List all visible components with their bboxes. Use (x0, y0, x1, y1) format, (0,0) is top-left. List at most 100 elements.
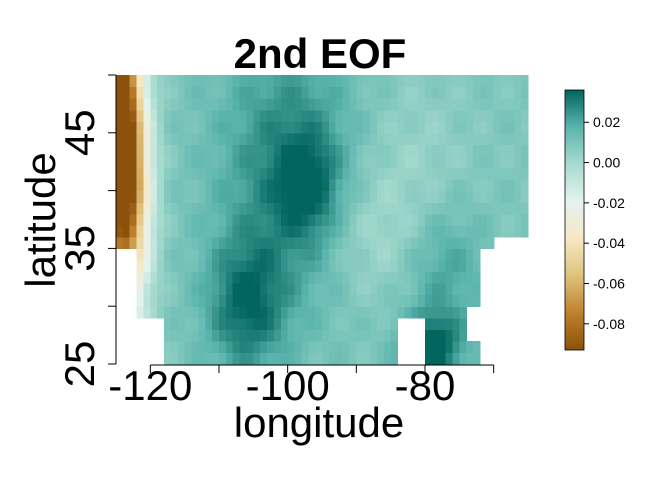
heatmap-cell (136, 167, 145, 180)
heatmap-cell (170, 109, 179, 122)
heatmap-cell (267, 329, 275, 342)
heatmap-cell (287, 306, 296, 319)
heatmap-cell (129, 75, 138, 88)
heatmap-cell (356, 86, 364, 99)
heatmap-cell (170, 167, 179, 180)
heatmap-cell (239, 248, 248, 261)
heatmap-cell (157, 294, 165, 307)
heatmap-cell (349, 109, 357, 122)
heatmap-cell (500, 75, 508, 88)
heatmap-cell (170, 259, 179, 273)
heatmap-cell (473, 132, 481, 145)
heatmap-cell (328, 155, 337, 169)
heatmap-cell (363, 132, 371, 145)
heatmap-cell (267, 109, 275, 122)
heatmap-cell (349, 213, 357, 226)
heatmap-cell (425, 259, 433, 273)
heatmap-cell (486, 155, 495, 169)
heatmap-cell (267, 271, 275, 284)
heatmap-cell (116, 190, 124, 203)
heatmap-cell (150, 109, 158, 122)
heatmap-cell (232, 306, 241, 319)
heatmap-cell (356, 155, 364, 169)
heatmap-cell (164, 271, 172, 284)
heatmap-cell (287, 121, 296, 134)
heatmap-cell (376, 340, 385, 354)
heatmap-cell (356, 317, 364, 330)
heatmap-cell (301, 86, 309, 99)
heatmap-cell (294, 98, 302, 111)
heatmap-cell (239, 75, 248, 88)
heatmap-cell (308, 155, 316, 169)
heatmap-cell (143, 121, 151, 134)
heatmap-cell (219, 248, 227, 261)
heatmap-cell (376, 294, 385, 307)
heatmap-cell (184, 317, 193, 330)
heatmap-cell (445, 340, 454, 354)
heatmap-cell (143, 190, 151, 203)
heatmap-cell (404, 190, 412, 203)
heatmap-cell (322, 283, 330, 296)
heatmap-cell (198, 340, 206, 354)
heatmap-cell (493, 109, 502, 122)
heatmap-cell (315, 340, 323, 354)
heatmap-cell (459, 144, 467, 157)
heatmap-cell (438, 98, 447, 111)
heatmap-cell (212, 121, 220, 134)
heatmap-cell (143, 248, 151, 261)
heatmap-cell (335, 167, 344, 180)
heatmap-cell (370, 236, 378, 249)
heatmap-cell (273, 306, 282, 319)
heatmap-cell (177, 213, 186, 226)
heatmap-cell (177, 179, 186, 192)
heatmap-cell (493, 179, 502, 192)
heatmap-cell (500, 109, 508, 122)
heatmap-cell (246, 213, 254, 226)
heatmap-cell (349, 121, 357, 134)
heatmap-cell (225, 155, 234, 169)
heatmap-cell (376, 75, 385, 88)
heatmap-cell (164, 329, 172, 342)
heatmap-cell (246, 283, 254, 296)
heatmap-cell (328, 213, 337, 226)
heatmap-cell (328, 86, 337, 99)
heatmap-cell (246, 190, 254, 203)
heatmap-cell (500, 155, 508, 169)
heatmap-cell (459, 271, 467, 284)
heatmap-cell (253, 236, 261, 249)
heatmap-cell (184, 190, 193, 203)
heatmap-cell (493, 167, 502, 180)
heatmap-cell (452, 236, 460, 249)
heatmap-cell (431, 202, 440, 215)
heatmap-cell (390, 225, 399, 238)
heatmap-cell (370, 75, 378, 88)
heatmap-cell (459, 294, 467, 307)
heatmap-cell (308, 259, 316, 273)
heatmap-cell (184, 202, 193, 215)
heatmap-cell (150, 121, 158, 134)
heatmap-cell (500, 167, 508, 180)
heatmap-cell (170, 317, 179, 330)
heatmap-cell (411, 248, 419, 261)
heatmap-cell (383, 155, 392, 169)
heatmap-cell (143, 213, 151, 226)
heatmap-cell (328, 225, 337, 238)
heatmap-cell (431, 190, 440, 203)
heatmap-cell (219, 283, 227, 296)
heatmap-cell (184, 236, 193, 249)
heatmap-cell (493, 225, 502, 238)
heatmap-cell (205, 179, 213, 192)
heatmap-cell (383, 190, 392, 203)
heatmap-cell (122, 179, 131, 192)
heatmap-cell (212, 283, 220, 296)
heatmap-cell (260, 167, 268, 180)
heatmap-cell (212, 317, 220, 330)
heatmap-cell (116, 202, 124, 215)
heatmap-cell (225, 340, 234, 354)
heatmap-cell (239, 109, 248, 122)
heatmap-cell (219, 317, 227, 330)
heatmap-cell (239, 167, 248, 180)
heatmap-cell (507, 121, 515, 134)
heatmap-cell (273, 259, 282, 273)
heatmap-cell (335, 352, 344, 365)
